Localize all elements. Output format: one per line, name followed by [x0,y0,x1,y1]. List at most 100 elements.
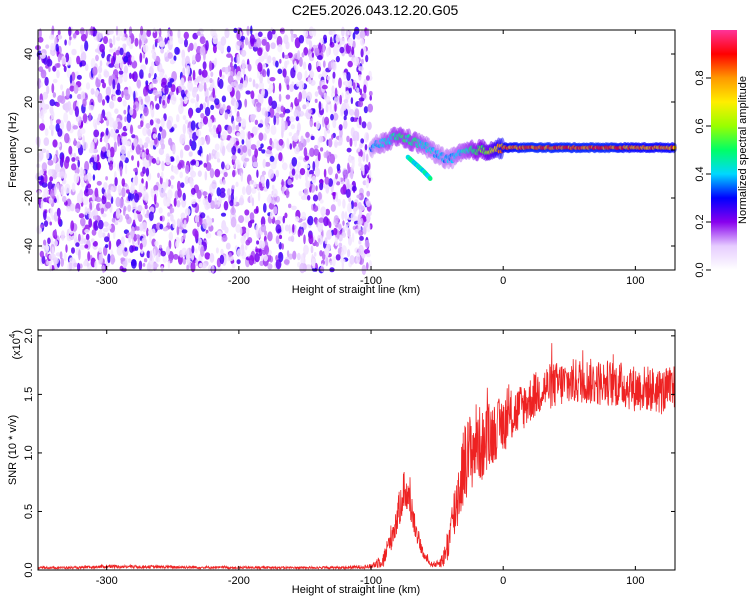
noise-cell [138,260,143,271]
noise-cell [312,161,316,172]
noise-cell [165,246,171,256]
noise-cell [195,107,201,114]
noise-cell [359,30,366,39]
noise-cell [363,106,368,114]
noise-cell [240,243,245,250]
noise-cell [191,245,195,254]
noise-cell [351,185,357,192]
noise-cell [182,192,186,201]
noise-cell [84,229,90,234]
noise-cell [368,90,373,97]
noise-cell [197,149,202,156]
noise-cell [139,69,144,79]
noise-cell [207,193,212,203]
noise-cell [325,208,330,216]
snr-xtick-label: -200 [228,575,250,587]
noise-cell [244,98,248,108]
noise-cell [111,217,116,223]
noise-cell [172,144,176,155]
noise-cell [138,182,144,194]
noise-cell [318,179,324,184]
noise-cell [203,162,208,168]
noise-cell [368,260,373,271]
noise-cell [140,248,144,254]
noise-cell [288,132,293,137]
noise-cell [150,188,154,198]
noise-cell [64,39,67,46]
noise-cell [180,182,185,189]
noise-cell [297,161,301,168]
noise-cell [139,101,145,111]
noise-cell [71,48,77,56]
noise-cell [53,257,59,265]
noise-cell [301,211,307,220]
noise-cell [116,121,123,130]
noise-cell [43,239,47,246]
noise-cell [91,229,97,236]
noise-cell [115,196,121,208]
noise-cell [344,224,348,232]
noise-cell [236,161,242,169]
noise-cell [345,82,349,88]
noise-cell [158,244,163,249]
noise-cell [79,27,85,35]
noise-cell [96,31,101,43]
noise-cell [230,55,234,63]
noise-cell [153,248,156,258]
noise-cell [281,123,286,133]
noise-cell [236,40,242,46]
noise-cell [259,73,263,84]
noise-cell [217,131,221,139]
noise-cell [151,52,157,60]
noise-cell [198,68,202,76]
noise-cell [148,73,151,79]
noise-cell [160,250,166,257]
noise-cell [245,227,250,234]
noise-cell [344,211,348,222]
noise-cell [101,264,106,274]
noise-cell [277,68,283,75]
noise-cell [364,132,370,143]
noise-cell [105,111,112,120]
noise-cell [197,170,202,177]
snr-multiplier-base: (x10 [11,338,23,359]
spectrogram-ytick-label: 40 [23,48,35,60]
noise-cell [117,96,123,103]
noise-cell [301,195,307,201]
noise-cell [234,104,237,113]
noise-cell [311,175,317,184]
noise-cell [106,149,111,158]
noise-cell [306,101,310,107]
noise-cell [278,82,282,92]
noise-cell [139,242,143,250]
noise-cell [145,57,148,65]
noise-cell [110,128,114,138]
noise-cell [200,246,205,257]
noise-cell [121,32,125,42]
noise-cell [319,182,324,191]
noise-cell [282,51,285,59]
noise-cell [272,188,278,198]
noise-cell [294,173,300,180]
noise-cell [38,66,44,73]
noise-cell [126,189,130,194]
noise-cell [226,45,231,53]
noise-cell [313,252,317,257]
noise-cell [261,170,266,176]
noise-cell [102,227,109,233]
noise-cell [256,105,262,113]
noise-cell [52,78,58,84]
noise-cell [251,197,255,207]
noise-cell [223,200,229,211]
noise-cell [73,32,77,39]
noise-cell [110,196,114,204]
noise-cell [124,247,128,252]
noise-cell [299,56,303,67]
noise-cell [144,204,148,210]
noise-cell [350,116,355,123]
noise-cell [298,110,305,117]
spectrogram-xtick-label: -100 [360,275,382,287]
noise-cell [244,157,250,162]
noise-cell [49,221,52,226]
noise-cell [188,151,193,157]
